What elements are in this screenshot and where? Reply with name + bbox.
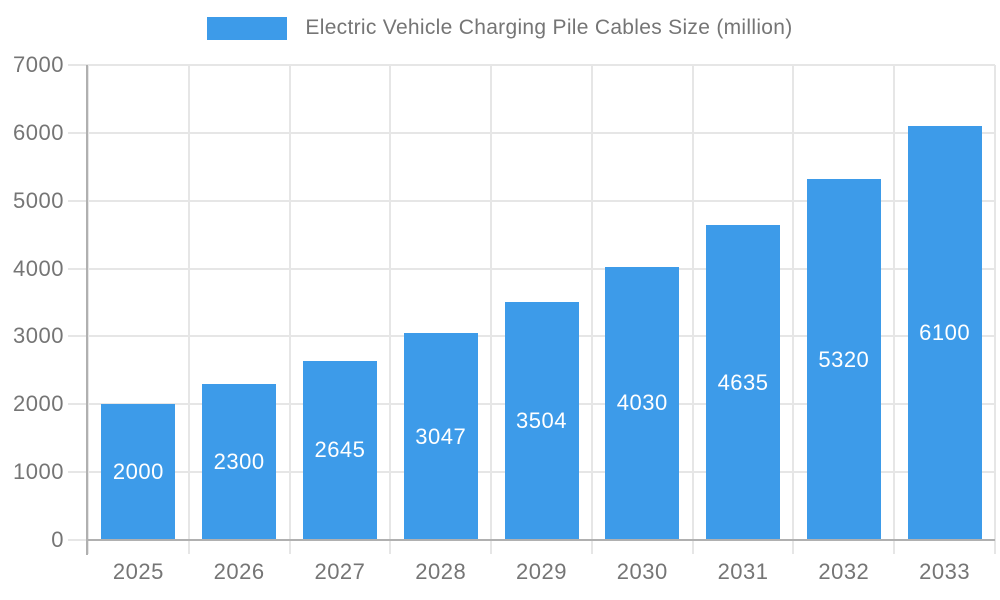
gridline-horizontal (68, 267, 995, 270)
y-axis-line (86, 65, 88, 555)
gridline-vertical (87, 65, 89, 554)
bar-2033[interactable]: 6100 (907, 126, 982, 540)
x-axis-tick-label: 2031 (717, 559, 769, 584)
gridline-vertical (288, 65, 291, 554)
x-axis-tick-label: 2029 (516, 559, 567, 584)
gridline-vertical (691, 65, 694, 554)
bar-2031[interactable]: 4635 (706, 225, 781, 540)
gridline-vertical (490, 65, 493, 554)
gridline-vertical (994, 65, 996, 554)
y-axis-tick-label: 4000 (13, 255, 64, 281)
bar-2027[interactable]: 2645 (302, 360, 377, 540)
legend-label: Electric Vehicle Charging Pile Cables Si… (305, 16, 793, 39)
bar-2030[interactable]: 4030 (605, 266, 680, 540)
bar-value-label: 5320 (818, 346, 870, 372)
bar-2032[interactable]: 5320 (806, 179, 881, 540)
x-axis-tick-label: 2026 (213, 559, 265, 584)
x-axis-tick-label: 2030 (616, 559, 668, 584)
bar-2028[interactable]: 3047 (403, 333, 478, 540)
bar-value-label: 2645 (314, 437, 366, 463)
bar-value-label: 4635 (717, 369, 769, 395)
y-axis-tick-label: 2000 (13, 391, 64, 417)
x-axis-tick-label: 2032 (818, 559, 870, 584)
bar-value-label: 3504 (516, 408, 567, 434)
legend-swatch[interactable] (207, 16, 288, 40)
bar-value-label: 2000 (112, 459, 164, 485)
x-axis-tick-label: 2033 (919, 559, 971, 584)
y-axis-tick-label: 0 (51, 527, 64, 552)
x-axis-tick-label: 2025 (112, 559, 164, 584)
y-axis-tick-label: 6000 (13, 119, 64, 145)
bar-2026[interactable]: 2300 (202, 383, 277, 540)
gridline-horizontal (68, 64, 995, 66)
legend[interactable]: Electric Vehicle Charging Pile Cables Si… (0, 16, 1000, 40)
y-axis-tick-label: 7000 (13, 52, 64, 77)
x-axis-line (86, 539, 995, 541)
gridline-vertical (893, 65, 896, 554)
bar-value-label: 2300 (213, 448, 265, 474)
gridline-vertical (187, 65, 190, 554)
gridline-horizontal (68, 199, 995, 202)
gridline-vertical (389, 65, 392, 554)
y-axis-tick-label: 3000 (13, 323, 64, 349)
gridline-vertical (792, 65, 795, 554)
x-axis-tick-label: 2027 (314, 559, 366, 584)
bar-2025[interactable]: 2000 (101, 404, 176, 540)
x-axis-tick-label: 2028 (415, 559, 467, 584)
y-axis-tick-label: 5000 (13, 187, 64, 213)
y-axis-tick-label: 1000 (13, 459, 64, 485)
bar-value-label: 3047 (415, 423, 467, 449)
gridline-vertical (590, 65, 593, 554)
gridline-horizontal (68, 131, 995, 134)
bar-value-label: 4030 (616, 390, 668, 416)
bar-2029[interactable]: 3504 (504, 302, 579, 540)
bar-value-label: 6100 (919, 320, 971, 346)
